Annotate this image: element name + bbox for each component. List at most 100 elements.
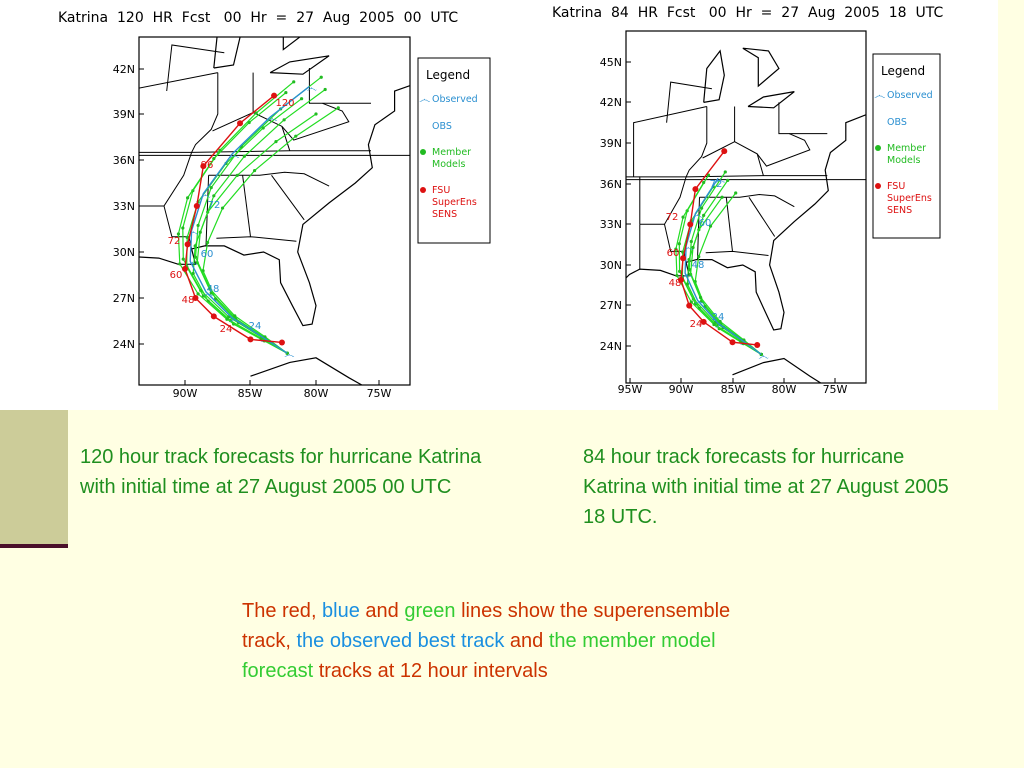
lat-label: 45N — [600, 56, 622, 69]
map-frame — [625, 30, 867, 384]
coastline — [626, 114, 866, 331]
observed-track — [189, 85, 310, 354]
member-point — [225, 317, 229, 321]
hour-label: 24 — [220, 324, 233, 335]
observed-symbol: ෴ — [261, 333, 271, 346]
member-point — [319, 75, 323, 79]
member-point — [718, 319, 722, 324]
sens-point — [721, 148, 728, 155]
member-point — [233, 314, 237, 318]
lat-label: 24N — [113, 338, 135, 351]
member-track — [194, 76, 322, 354]
lon-label: 90W — [669, 383, 694, 396]
member-point — [274, 140, 278, 144]
lon-label: 90W — [173, 387, 198, 400]
lat-label: 27N — [113, 292, 135, 305]
state-border — [208, 171, 330, 187]
legend-label: Models — [887, 155, 921, 166]
coastline — [732, 357, 822, 383]
lon-label: 85W — [721, 383, 746, 396]
map-title: Katrina 84 HR Fcst 00 Hr = 27 Aug 2005 1… — [552, 5, 943, 21]
observed-symbol: ෴ — [692, 209, 702, 222]
lat-label: 27N — [600, 299, 622, 312]
state-border — [139, 72, 218, 89]
lat-label: 24N — [600, 340, 622, 353]
observed-symbol: ෴ — [715, 173, 725, 186]
legend-symbol — [420, 187, 426, 193]
state-border — [705, 250, 769, 256]
coastline — [213, 37, 241, 69]
member-point — [323, 87, 327, 92]
observed-symbol: ෴ — [229, 149, 239, 162]
state-border — [271, 175, 305, 221]
lat-label: 36N — [600, 178, 622, 191]
map: ෴ ෴ ෴ ෴ ෴ ෴ ෴ ෴ — [626, 47, 866, 383]
member-point — [675, 273, 679, 278]
sens-point — [686, 302, 693, 309]
member-point — [685, 282, 690, 286]
member-point — [689, 300, 693, 304]
member-point — [677, 242, 681, 246]
legend-label: OBS — [887, 117, 907, 128]
member-point — [185, 235, 189, 239]
member-point — [674, 247, 678, 251]
map-figures: ෴ ෴ ෴ ෴ ෴ ෴ ෴ ෴ ෴ ෴ Katrina 120 HR Fcst 00 Hr = 27… — [0, 0, 998, 410]
member-point — [208, 287, 212, 291]
note-segment: the observed best track — [290, 630, 505, 652]
coastline — [703, 49, 725, 103]
state-border — [666, 81, 712, 123]
sens-point — [237, 120, 244, 127]
sens-point — [182, 265, 188, 272]
member-point — [235, 173, 239, 177]
member-point — [186, 196, 190, 200]
hour-label: 60 — [699, 218, 712, 229]
member-point — [681, 250, 685, 254]
member-point — [681, 215, 685, 219]
observed-symbol: ෴ — [203, 287, 213, 300]
note-segment: green — [398, 600, 456, 622]
state-border — [166, 44, 225, 92]
hour-label: 72 — [168, 236, 181, 247]
sens-track — [184, 95, 282, 344]
lat-label: 30N — [113, 246, 135, 259]
member-track — [688, 171, 762, 355]
hour-label: 72 — [666, 212, 679, 223]
sens-point — [247, 336, 254, 343]
lat-label: 42N — [600, 96, 622, 109]
lon-label: 75W — [367, 387, 392, 400]
member-point — [336, 106, 340, 110]
figure-background — [0, 0, 998, 410]
sens-point — [692, 186, 699, 193]
hour-label: 48 — [692, 260, 705, 271]
member-point — [212, 157, 216, 161]
member-point — [209, 186, 213, 190]
member-point — [689, 239, 693, 244]
coastline — [250, 357, 363, 385]
legend-label: Models — [432, 159, 466, 170]
legend-symbol — [875, 183, 881, 189]
member-point — [198, 230, 202, 234]
state-border — [756, 133, 811, 167]
lat-label: 36N — [113, 154, 135, 167]
legend-label: SuperEns — [887, 193, 932, 204]
hour-label: 60 — [201, 249, 214, 260]
member-point — [698, 295, 703, 300]
member-point — [700, 206, 704, 210]
legend-label: SENS — [432, 209, 457, 220]
hour-label: 120 — [275, 98, 294, 109]
observed-symbol: ෴ — [683, 241, 693, 254]
note-segment: , — [310, 600, 317, 622]
member-track — [177, 92, 288, 354]
hour-label: 60 — [667, 248, 680, 259]
note-segment: and — [504, 630, 544, 652]
sens-point — [193, 203, 200, 210]
member-point — [697, 254, 701, 259]
state-border — [163, 72, 219, 237]
member-point — [181, 257, 185, 261]
map: ෴ ෴ ෴ ෴ ෴ ෴ ෴ ෴ ෴ ෴ — [139, 37, 410, 385]
coastline — [742, 47, 780, 88]
observed-symbol: ෴ — [715, 318, 725, 331]
hour-label: 24 — [249, 321, 262, 332]
observed-symbol: ෴ — [284, 348, 294, 361]
map-title: Katrina 120 HR Fcst 00 Hr = 27 Aug 2005 … — [58, 10, 458, 26]
